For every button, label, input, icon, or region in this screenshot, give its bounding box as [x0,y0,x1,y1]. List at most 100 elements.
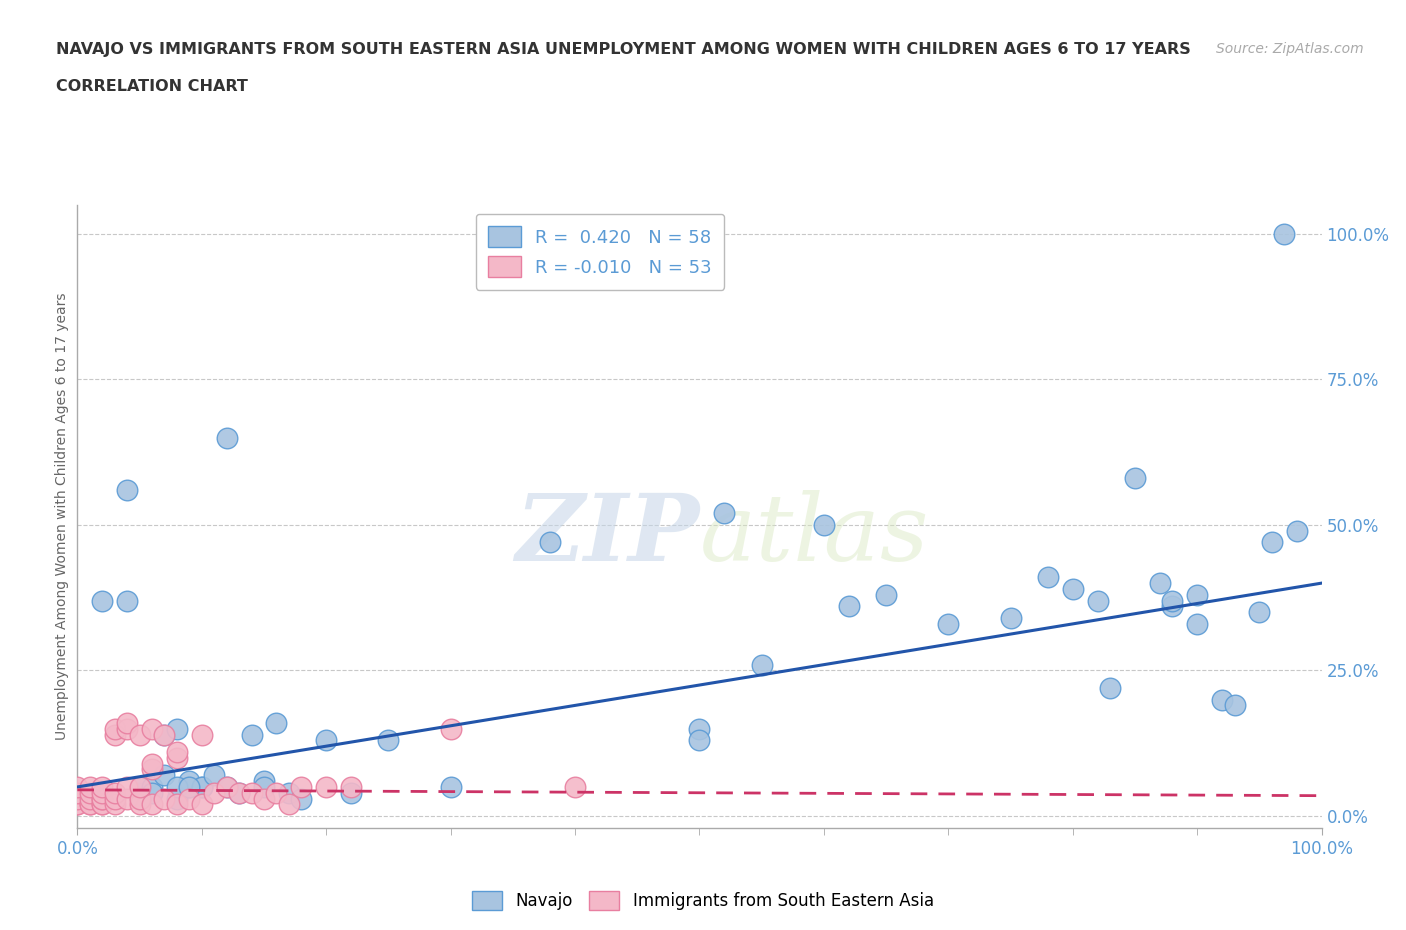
Point [1187,617,1209,631]
Text: NAVAJO VS IMMIGRANTS FROM SOUTH EASTERN ASIA UNEMPLOYMENT AMONG WOMEN WITH CHILD: NAVAJO VS IMMIGRANTS FROM SOUTH EASTERN … [56,42,1191,57]
Point [277,785,299,800]
Point [79,779,101,794]
Point [340,779,363,794]
Point [115,722,138,737]
Point [104,797,127,812]
Point [66,779,89,794]
Point [141,785,163,800]
Point [1272,226,1295,241]
Legend: Navajo, Immigrants from South Eastern Asia: Navajo, Immigrants from South Eastern As… [465,884,941,917]
Point [838,599,860,614]
Point [66,791,89,806]
Point [166,779,188,794]
Point [141,756,163,771]
Point [128,727,150,742]
Point [266,785,288,800]
Point [115,483,138,498]
Point [938,617,960,631]
Point [253,774,276,789]
Point [104,727,127,742]
Point [1149,576,1171,591]
Point [141,797,163,812]
Point [240,785,263,800]
Point [166,722,188,737]
Point [440,779,463,794]
Point [813,517,835,532]
Point [277,797,299,812]
Point [166,745,188,760]
Point [1285,524,1308,538]
Point [91,791,114,806]
Point [179,779,201,794]
Text: CORRELATION CHART: CORRELATION CHART [56,79,247,94]
Point [875,588,897,603]
Point [91,779,114,794]
Point [153,727,176,742]
Point [1161,593,1184,608]
Point [1249,604,1271,619]
Point [1062,581,1084,596]
Point [538,535,561,550]
Point [228,785,250,800]
Point [79,797,101,812]
Legend: R =  0.420   N = 58, R = -0.010   N = 53: R = 0.420 N = 58, R = -0.010 N = 53 [475,214,724,289]
Point [228,785,250,800]
Point [1000,611,1022,626]
Point [128,779,150,794]
Point [240,727,263,742]
Point [115,779,138,794]
Point [689,722,711,737]
Point [713,506,735,521]
Point [166,791,188,806]
Point [191,727,214,742]
Point [290,779,312,794]
Point [191,779,214,794]
Point [215,430,238,445]
Point [1187,588,1209,603]
Point [1087,593,1109,608]
Point [128,791,150,806]
Point [202,768,225,783]
Point [1161,599,1184,614]
Point [266,715,288,730]
Point [141,722,163,737]
Point [128,779,150,794]
Point [153,791,176,806]
Point [79,791,101,806]
Point [104,722,127,737]
Point [115,715,138,730]
Point [253,779,276,794]
Point [91,593,114,608]
Text: atlas: atlas [700,490,929,579]
Point [128,797,150,812]
Point [1123,471,1146,485]
Point [1036,570,1059,585]
Point [141,779,163,794]
Y-axis label: Unemployment Among Women with Children Ages 6 to 17 years: Unemployment Among Women with Children A… [55,292,69,740]
Point [91,797,114,812]
Point [66,797,89,812]
Point [66,797,89,812]
Point [153,727,176,742]
Point [315,733,337,748]
Point [377,733,399,748]
Point [104,791,127,806]
Point [115,593,138,608]
Point [1261,535,1284,550]
Point [79,797,101,812]
Point [1223,698,1246,713]
Point [315,779,337,794]
Point [179,791,201,806]
Point [79,785,101,800]
Point [91,791,114,806]
Text: ZIP: ZIP [515,490,700,579]
Point [253,791,276,806]
Text: Source: ZipAtlas.com: Source: ZipAtlas.com [1216,42,1364,56]
Point [179,774,201,789]
Point [191,779,214,794]
Point [751,658,773,672]
Point [91,797,114,812]
Point [191,797,214,812]
Point [104,785,127,800]
Point [290,791,312,806]
